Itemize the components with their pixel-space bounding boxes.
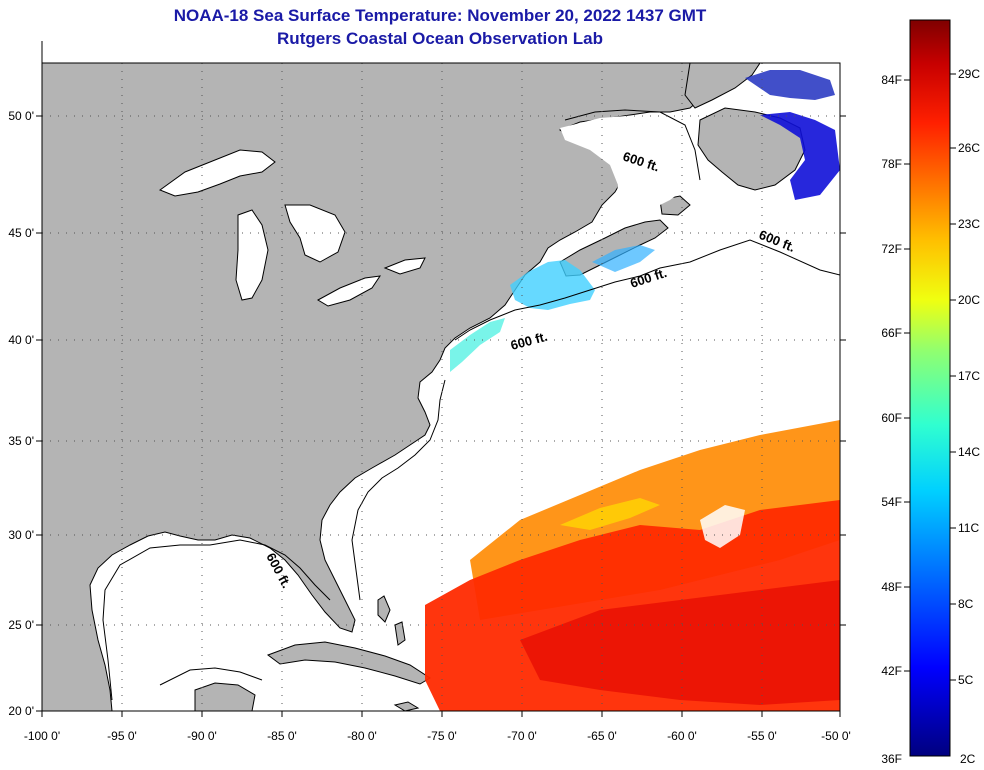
sst-cold-labrador [745, 70, 835, 100]
land-nova-scotia [559, 219, 669, 277]
lon-tick-label: -65 0' [587, 729, 617, 743]
lat-tick-label: 50 0' [8, 109, 34, 123]
lon-tick-label: -60 0' [667, 729, 697, 743]
graticule [42, 63, 840, 711]
isobath-st-lawrence [564, 109, 701, 181]
land-yucatan [194, 682, 256, 711]
colorbar-c-label: 23C [958, 217, 980, 231]
sst-yellow-band [560, 498, 660, 530]
colorbar-f-label: 42F [881, 664, 902, 678]
isobath-gulf-south [159, 667, 263, 686]
lon-tick-label: -95 0' [107, 729, 137, 743]
colorbar-c-label: 5C [958, 673, 974, 687]
colorbar-c-label: 2C [960, 752, 976, 766]
sst-warm-deep [520, 580, 840, 705]
colorbar-f-label: 60F [881, 411, 902, 425]
lake-superior [158, 149, 276, 197]
colorbar-gradient [909, 19, 951, 757]
lon-tick-label: -90 0' [187, 729, 217, 743]
colorbar-f-label: 72F [881, 242, 902, 256]
sst-cool-patch [700, 505, 745, 548]
lat-tick-label: 25 0' [8, 618, 34, 632]
lake-erie [316, 275, 382, 307]
land-labrador [684, 63, 761, 109]
lat-tick-label: 35 0' [8, 434, 34, 448]
land-jamaica [393, 701, 420, 711]
map-subtitle: Rutgers Coastal Ocean Observation Lab [277, 29, 603, 48]
map-frame [41, 62, 841, 712]
colorbar-f-label: 54F [881, 495, 902, 509]
lat-tick-label: 20 0' [8, 704, 34, 718]
lon-tick-label: -75 0' [427, 729, 457, 743]
sst-cyan-strip [450, 318, 505, 372]
colorbar-f-label: 48F [881, 580, 902, 594]
sst-cold-newfoundland [760, 112, 840, 200]
map-title: NOAA-18 Sea Surface Temperature: Novembe… [173, 6, 707, 25]
lake-ontario [383, 257, 426, 275]
map-area: 600 ft. 600 ft. 600 ft. 600 ft. 600 ft. [42, 63, 840, 711]
lat-tick-label: 40 0' [8, 333, 34, 347]
isobath-gulf [102, 539, 331, 701]
sst-gulf-of-maine [510, 260, 595, 310]
gulf-st-lawrence [560, 115, 690, 215]
lon-tick-label: -100 0' [24, 729, 60, 743]
isobath-atlantic [454, 239, 840, 341]
isobath-southeast [351, 379, 446, 601]
colorbar-c-label: 29C [958, 67, 980, 81]
lon-tick-label: -80 0' [347, 729, 377, 743]
sst-nova-shelf [592, 245, 655, 272]
colorbar-c-label: 11C [958, 521, 979, 535]
land-cuba [266, 641, 431, 685]
land-newfoundland [697, 107, 806, 191]
lon-tick-label: -50 0' [821, 729, 851, 743]
colorbar-c-label: 17C [958, 369, 980, 383]
land-bahamas [377, 595, 406, 646]
lon-tick-label: -85 0' [267, 729, 297, 743]
colorbar: 84F 78F 72F 66F 60F 54F 48F 42F 36F 29C … [881, 19, 980, 766]
lat-tick-label: 45 0' [8, 226, 34, 240]
colorbar-c-label: 26C [958, 141, 980, 155]
lon-tick-label: -55 0' [747, 729, 777, 743]
colorbar-f-label: 66F [881, 326, 902, 340]
colorbar-c-label: 20C [958, 293, 980, 307]
tick-marks [36, 41, 846, 717]
colorbar-f-label: 36F [881, 752, 902, 766]
colorbar-c-label: 14C [958, 445, 980, 459]
lat-tick-label: 30 0' [8, 528, 34, 542]
colorbar-f-label: 78F [881, 157, 902, 171]
lon-tick-label: -70 0' [507, 729, 537, 743]
lake-michigan [235, 209, 269, 301]
colorbar-c-label: 8C [958, 597, 974, 611]
colorbar-f-label: 84F [881, 73, 902, 87]
